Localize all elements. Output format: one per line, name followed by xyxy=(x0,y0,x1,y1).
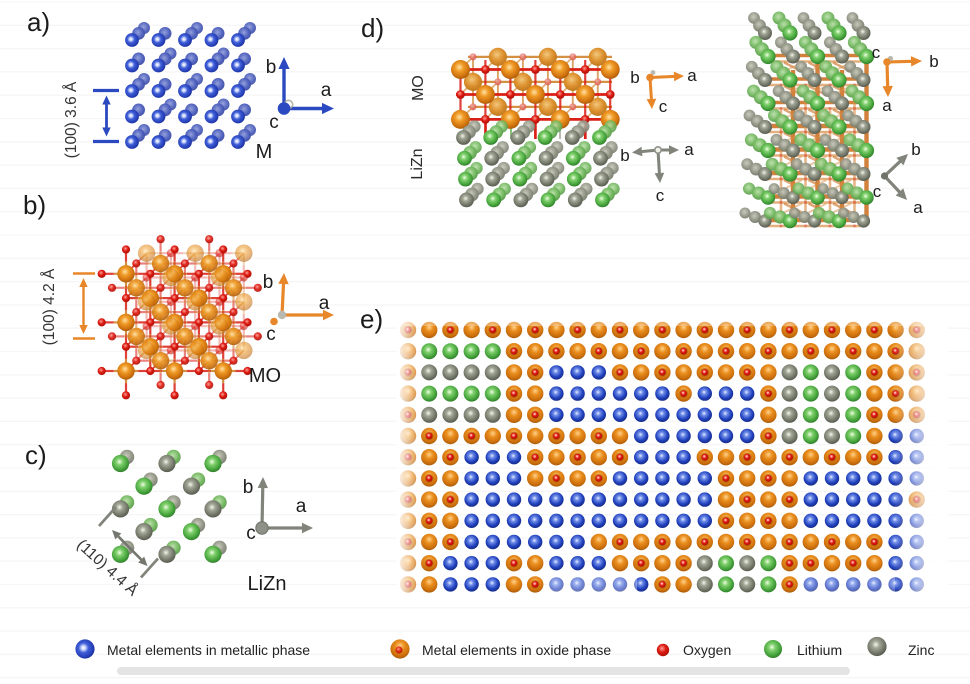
svg-text:a): a) xyxy=(27,7,50,37)
svg-text:c): c) xyxy=(25,440,47,470)
svg-text:a: a xyxy=(913,198,923,217)
svg-text:b: b xyxy=(243,477,254,498)
svg-text:e): e) xyxy=(360,304,383,334)
svg-text:(100) 4.2 Å: (100) 4.2 Å xyxy=(41,268,58,345)
svg-text:c: c xyxy=(269,112,279,133)
svg-text:c: c xyxy=(659,97,668,116)
svg-text:b): b) xyxy=(23,190,46,220)
svg-text:a: a xyxy=(684,140,694,159)
svg-text:Metal elements in metallic pha: Metal elements in metallic phase xyxy=(107,642,310,658)
svg-text:Metal elements in oxide phase: Metal elements in oxide phase xyxy=(422,642,611,658)
svg-text:b: b xyxy=(911,140,920,159)
svg-text:c: c xyxy=(246,523,256,544)
svg-text:a: a xyxy=(296,496,307,517)
svg-text:M: M xyxy=(256,141,273,163)
svg-text:d): d) xyxy=(361,13,384,43)
svg-text:a: a xyxy=(687,66,697,85)
svg-text:b: b xyxy=(266,57,277,78)
svg-text:b: b xyxy=(620,146,629,165)
svg-text:Oxygen: Oxygen xyxy=(683,642,731,658)
svg-text:MO: MO xyxy=(410,75,427,101)
svg-text:MO: MO xyxy=(249,365,281,387)
svg-text:(100) 3.6 Å: (100) 3.6 Å xyxy=(63,81,80,158)
svg-text:b: b xyxy=(929,52,938,71)
svg-text:a: a xyxy=(319,293,330,314)
svg-text:c: c xyxy=(872,43,881,62)
svg-text:c: c xyxy=(266,324,276,345)
svg-text:Lithium: Lithium xyxy=(797,642,842,658)
svg-text:c: c xyxy=(873,182,882,201)
svg-text:c: c xyxy=(656,186,665,205)
svg-text:Zinc: Zinc xyxy=(908,642,934,658)
svg-text:LiZn: LiZn xyxy=(248,573,287,595)
svg-text:a: a xyxy=(882,96,892,115)
svg-text:LiZn: LiZn xyxy=(409,148,426,179)
svg-text:b: b xyxy=(263,272,274,293)
svg-text:b: b xyxy=(630,68,639,87)
svg-text:a: a xyxy=(321,80,332,101)
